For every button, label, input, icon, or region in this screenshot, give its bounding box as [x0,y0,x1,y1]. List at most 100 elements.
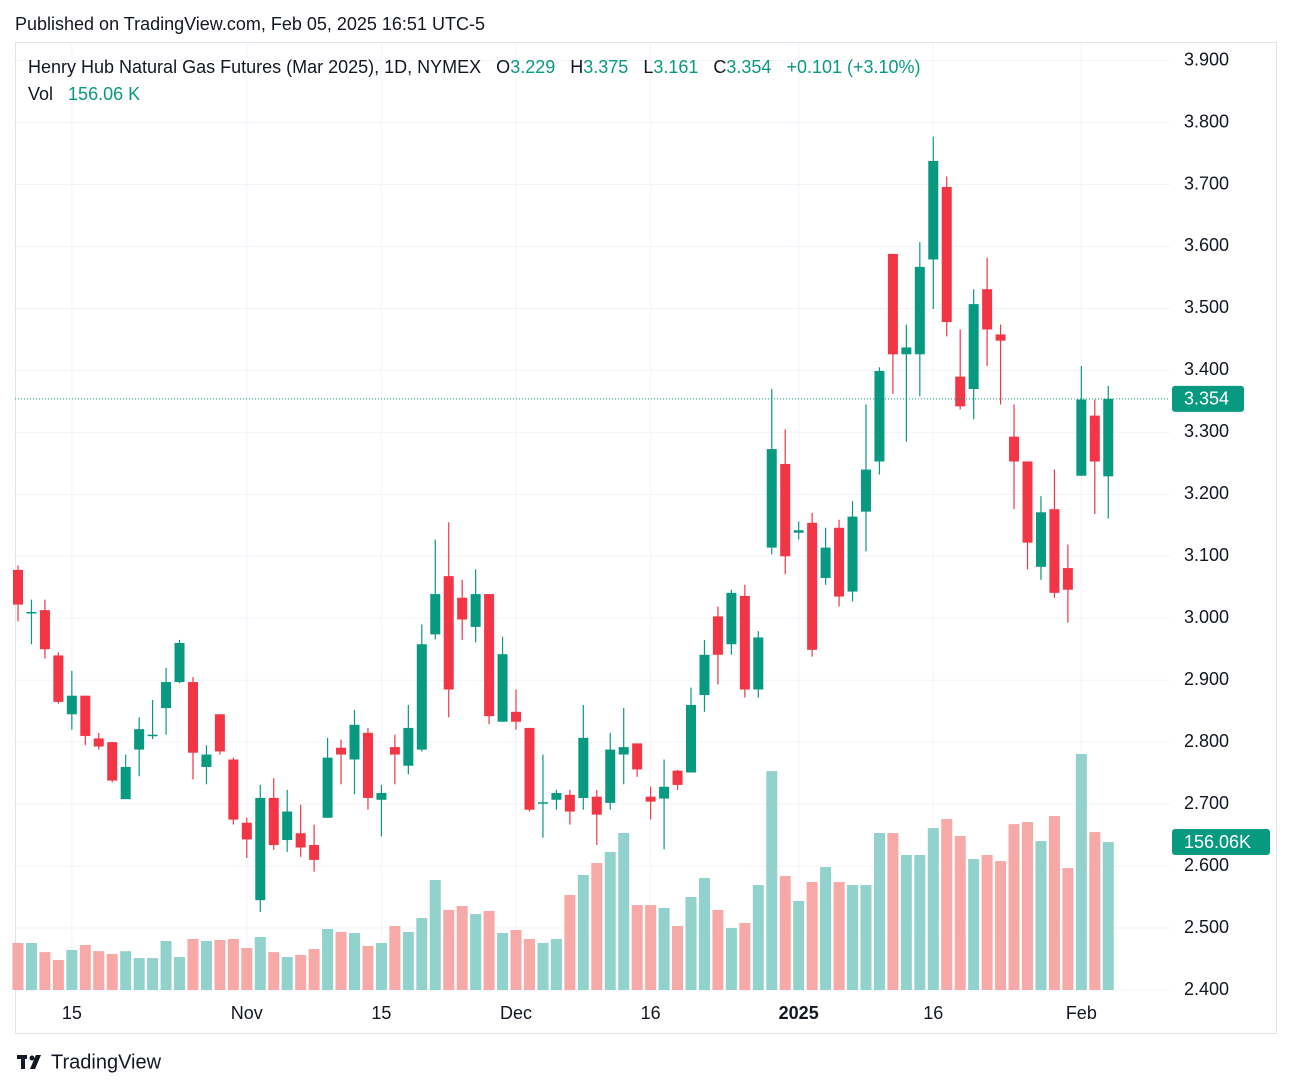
candle-body [107,742,118,781]
x-tick-label: 15 [62,1003,82,1023]
candle-body [470,594,481,627]
candle-body [1076,399,1087,476]
volume-bar [1062,868,1074,990]
candle-body [672,770,683,785]
candle-body [1035,512,1046,567]
volume-bar [550,938,562,990]
candle-body [66,695,77,715]
x-tick-label: Feb [1066,1003,1097,1023]
volume-bar [752,885,764,990]
ohlc-value: 3.161 [653,57,699,77]
candle-body [524,727,535,810]
ohlc-value: 3.229 [510,57,556,77]
candle-body [497,654,508,722]
y-tick-label: 2.500 [1184,917,1229,937]
x-tick-label: 2025 [779,1003,819,1023]
candle-body [780,463,791,557]
volume-bar [335,931,347,990]
y-tick-label: 3.700 [1184,173,1229,193]
candle-body [282,811,293,841]
volume-bar [523,938,535,990]
volume-bar [470,914,482,990]
volume-bar [873,833,885,990]
candle-body [1062,568,1073,590]
candle-body [820,547,831,578]
x-tick-label: 15 [371,1003,391,1023]
candle-body [511,711,522,722]
volume-bar [564,895,576,990]
volume-bar [766,771,778,990]
candle-body [13,569,23,605]
volume-bar [887,833,899,990]
candle-body [322,757,333,818]
volume-bar [941,819,953,990]
volume-bar [106,953,118,990]
candle-body [309,845,320,860]
volume-bar [12,942,24,990]
volume-bar [147,958,159,990]
volume-bar [93,951,105,990]
candle-body [618,747,629,755]
volume-bar [227,938,239,990]
candle-body [659,786,670,799]
volume-bar [322,929,334,990]
volume-bar [456,906,468,990]
volume-bar [349,933,360,990]
candle-body [241,822,252,840]
candle-body [860,469,871,512]
volume-bar [658,907,670,990]
candle-body [807,522,818,650]
candle-body [726,592,737,645]
volume-bar [981,855,993,990]
volume-bar [1048,816,1060,990]
candle-body [591,796,602,815]
candle-body [430,594,441,635]
volume-bar [268,952,280,990]
volume-bar [120,951,132,990]
ohlc-key: C [713,57,727,77]
volume-bar [725,928,737,990]
ohlc-value: 3.375 [583,57,629,77]
y-tick-label: 2.400 [1184,979,1229,999]
volume-name: Vol [28,84,54,104]
candle-body [1009,436,1020,462]
volume-bar [914,855,926,990]
candle-body [39,610,50,650]
candle-body [93,738,104,747]
volume-bar [712,909,724,990]
volume-bar [1075,754,1087,990]
candle-body [551,792,562,800]
candle-body [120,766,131,800]
volume-bar [618,833,630,990]
candle-body [686,704,696,773]
candle-body [955,376,966,407]
volume-bar [1022,822,1033,990]
volume-pane [12,754,1114,990]
candle-body [914,266,925,355]
candle-body [847,516,858,592]
ohlc-key: O [496,57,511,77]
volume-bar [685,897,697,990]
candle-body [187,682,198,753]
y-tick-label: 2.800 [1184,731,1229,751]
candle-body [376,792,387,800]
volume-bar [995,861,1007,990]
volume-tag-label: 156.06K [1184,832,1251,852]
y-tick-label: 3.200 [1184,483,1229,503]
candle-body [766,449,777,548]
volume-bar [308,949,320,990]
candle-body [605,749,616,803]
volume-bar [1102,842,1114,990]
volume-bar [429,880,441,990]
volume-bar [214,940,226,990]
y-tick-label: 3.800 [1184,111,1229,131]
candle-body [699,654,710,696]
volume-bar [537,942,549,990]
volume-bar [133,958,145,990]
volume-bar [187,938,199,990]
volume-bar [900,855,912,990]
y-tick-label: 2.700 [1184,793,1229,813]
candle-body [1089,415,1100,462]
volume-bar [39,952,51,990]
volume-bar [254,937,266,990]
